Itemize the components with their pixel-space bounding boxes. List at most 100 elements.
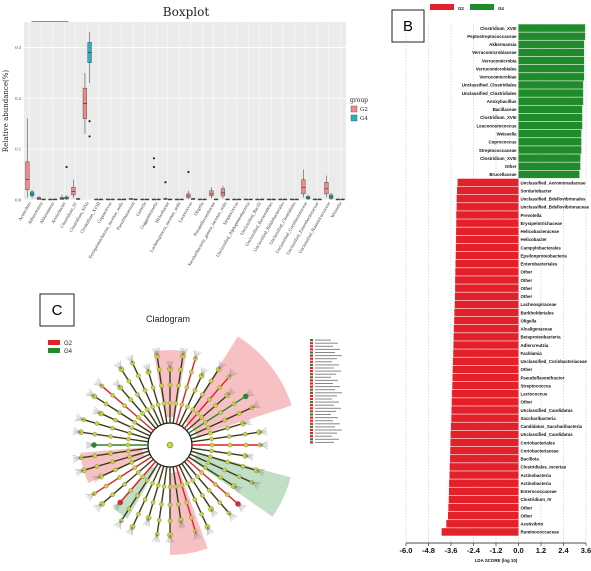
cladogram-leaf xyxy=(181,347,183,356)
lda-bar xyxy=(448,495,519,504)
lda-bar-label: Other xyxy=(521,294,533,299)
cladogram-leaf xyxy=(251,482,259,488)
lda-bar xyxy=(454,300,519,309)
lda-bar-label: Sordariobacter xyxy=(521,188,553,193)
cladogram-leaf xyxy=(157,534,161,543)
cladogram-branch xyxy=(175,465,197,532)
cladogram-node xyxy=(209,436,214,442)
cladogram-node xyxy=(150,404,155,410)
cladogram-leaf xyxy=(195,350,198,359)
cladogram-leaf xyxy=(228,512,233,521)
cladogram-leaf xyxy=(116,502,121,510)
cladogram-node xyxy=(195,411,200,416)
cladogram-leaf xyxy=(207,526,215,533)
cladogram-leaf xyxy=(146,364,149,373)
lda-bar xyxy=(518,56,585,65)
cladogram-leaf xyxy=(233,485,241,491)
cladogram-node xyxy=(150,480,155,486)
cladogram-leaf xyxy=(259,428,267,433)
boxplot-box-g2 xyxy=(220,188,226,197)
cladogram-node xyxy=(117,475,122,480)
lda-bar-label: Other xyxy=(521,505,533,510)
cladogram-root-node xyxy=(166,441,174,449)
cladogram-node xyxy=(125,442,131,448)
cladogram-node xyxy=(218,410,223,415)
cladogram-taxa-line xyxy=(315,358,337,360)
cladogram-node xyxy=(190,407,195,412)
cladogram-branch xyxy=(131,464,162,528)
cladogram-leaf xyxy=(169,361,174,370)
lda-bar xyxy=(518,105,583,114)
cladogram-node xyxy=(145,407,150,412)
cladogram-leaf xyxy=(182,347,185,356)
cladogram-node xyxy=(129,425,135,430)
cladogram-node xyxy=(142,497,148,502)
cladogram-node xyxy=(227,451,232,456)
cladogram-node xyxy=(192,388,198,393)
cladogram-leaf xyxy=(117,379,121,388)
cladogram-node xyxy=(213,403,218,408)
cladogram-leaf xyxy=(94,408,101,414)
cladogram-leaf xyxy=(93,503,103,507)
cladogram-branch xyxy=(120,368,159,427)
cladogram-leaf xyxy=(227,391,235,396)
cladogram-taxa-line xyxy=(315,367,334,369)
cladogram-leaf xyxy=(233,485,242,490)
cladogram-leaf xyxy=(180,520,181,529)
cladogram-leaf xyxy=(147,363,149,373)
lda-bar xyxy=(451,398,519,406)
cladogram-taxa-line xyxy=(315,342,338,344)
cladogram-leaf xyxy=(93,383,103,387)
cladogram-node xyxy=(110,492,115,498)
lda-bar-label: Prevotella xyxy=(521,213,543,218)
lda-bar-label: Actinobacteria xyxy=(521,481,552,486)
cladogram-leaf xyxy=(72,456,81,458)
boxplot-legend: group G2 G4 xyxy=(350,97,368,122)
boxplot-outlier xyxy=(88,135,91,138)
cladogram-node xyxy=(178,367,184,373)
cladogram-taxa-line xyxy=(315,352,335,353)
cladogram-leaf xyxy=(211,508,219,514)
cladogram-node xyxy=(225,492,230,498)
lda-bar xyxy=(454,308,519,317)
cladogram-taxa-swatch xyxy=(310,413,313,416)
cladogram-leaf xyxy=(237,503,247,507)
lda-bar xyxy=(455,276,519,284)
cladogram-node xyxy=(122,403,127,408)
cladogram-node xyxy=(161,484,167,489)
lda-bar-label: Unclassified_Clostridiales xyxy=(462,91,517,96)
boxplot-outlier xyxy=(152,165,156,169)
cladogram-branch xyxy=(101,458,154,505)
cladogram-node xyxy=(150,500,156,505)
cladogram-leaf xyxy=(88,390,95,397)
boxplot-title: Boxplot xyxy=(163,5,210,19)
cladogram-leaf xyxy=(129,526,133,535)
cladogram-leaf xyxy=(178,520,181,529)
cladogram-node xyxy=(110,459,115,465)
cladogram-node xyxy=(135,392,140,397)
cladogram-node xyxy=(209,448,214,454)
cladogram-leaf xyxy=(114,381,121,388)
lda-x-axis-label: LDA SCORE (log 10) xyxy=(475,558,518,563)
lda-bar xyxy=(518,154,581,162)
cladogram-branch xyxy=(147,465,165,519)
lda-bar xyxy=(454,316,519,325)
cladogram-node xyxy=(110,392,115,398)
cladogram-leaf xyxy=(256,470,265,473)
cladogram-node xyxy=(108,434,113,439)
cladogram-leaf xyxy=(259,444,268,450)
cladogram-leaf xyxy=(89,493,95,502)
cladogram-node xyxy=(140,474,145,479)
cladogram-node xyxy=(167,502,173,508)
cladogram-leaf xyxy=(143,517,149,525)
cladogram-taxa-line xyxy=(315,398,332,400)
cladogram-leaf xyxy=(98,377,103,387)
cladogram-leaf xyxy=(237,503,245,510)
cladogram-branch xyxy=(172,355,184,424)
lda-bar xyxy=(452,365,519,374)
cladogram-leaf xyxy=(95,380,103,387)
cladogram-node xyxy=(140,411,145,416)
cladogram-leaf xyxy=(87,493,95,499)
cladogram-taxa-swatch xyxy=(310,435,313,438)
cladogram-leaf xyxy=(118,361,122,370)
